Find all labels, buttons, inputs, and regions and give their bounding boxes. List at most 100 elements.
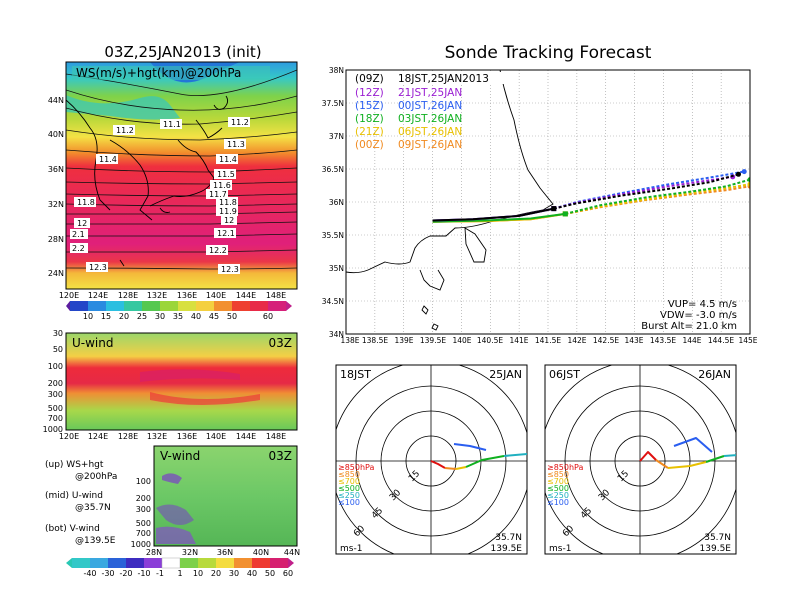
level-legend: ≤700 [547, 477, 569, 486]
uwind-panel: U-wind 03Z 30 50 100 200 300 500 700 100… [43, 329, 298, 441]
uwind-label: U-wind [72, 336, 113, 350]
contour-label: 12 [224, 216, 234, 225]
tick-label: 148E [266, 291, 286, 300]
hodo-trace-low [430, 460, 446, 469]
tick-label: 140.5E [477, 336, 503, 345]
level-legend: ≤500 [338, 484, 360, 493]
contour-label: 11.4 [219, 155, 237, 164]
hodo-trace-250 [503, 453, 527, 457]
tick-label: 138E [340, 336, 359, 345]
hodo-trace-850 [655, 459, 669, 469]
contour-label: 12 [77, 219, 87, 228]
hodo-lat: 35.7N [495, 533, 522, 543]
burst-marker [551, 206, 557, 212]
tick-label: 28N [48, 235, 64, 244]
tracking-title: Sonde Tracking Forecast [445, 43, 652, 63]
colorbar-tick: 30 [229, 569, 239, 578]
tick-label: 35N [329, 264, 344, 273]
contour-label: 11.8 [219, 198, 237, 207]
tick-label: 100 [136, 477, 151, 486]
tick-label: 50 [53, 345, 63, 354]
contour-labels: 11.1 11.2 11.2 11.3 11.4 11.4 11.5 11.6 … [70, 117, 250, 274]
legend-init: (12Z) [355, 87, 384, 99]
hodo-time: 18JST [340, 368, 371, 381]
level-legend: ≤850 [338, 470, 360, 479]
map-coastline [66, 95, 229, 267]
hodograph-2: 15 30 45 60 ≥850hPa ≤850 ≤700 ≤500 ≤250 … [544, 364, 737, 555]
tick-label: 200 [48, 379, 63, 388]
note-line: @200hPa [75, 472, 117, 482]
track-ascent-line [432, 212, 566, 223]
legend-init: (18Z) [355, 113, 384, 125]
track-descent-line [553, 175, 733, 210]
tick-label: 36N [329, 198, 344, 207]
legend-time: 00JST,26JAN [398, 100, 462, 112]
colorbar-tick: 15 [101, 312, 111, 321]
colorbar-tick: -1 [156, 569, 164, 578]
tick-label: 144.5E [708, 336, 734, 345]
tick-label: 124E [88, 291, 108, 300]
tick-label: 143.5E [650, 336, 676, 345]
tick-label: 30 [53, 329, 63, 338]
tick-label: 36N [48, 165, 64, 174]
level-legend: ≤100 [547, 498, 569, 507]
hodo-trace-low [639, 451, 657, 462]
hodo-time: 06JST [549, 368, 580, 381]
tick-label: 148E [266, 432, 286, 441]
colorbar-tick: -10 [137, 569, 150, 578]
vwind-label: V-wind [160, 449, 200, 463]
note-line: (bot) V-wind [45, 524, 100, 534]
tick-label: 37.5N [322, 99, 344, 108]
level-legend: ≤100 [338, 498, 360, 507]
legend-time: 06JST,26JAN [398, 126, 462, 138]
tick-label: 500 [48, 404, 63, 413]
hodo-trace-700 [455, 466, 467, 470]
hodo-trace-500 [705, 455, 725, 463]
colorbar-tick: 20 [119, 312, 129, 321]
legend-init: (15Z) [355, 100, 384, 112]
panel-legend-notes: (up) WS+hgt @200hPa (mid) U-wind @35.7N … [45, 460, 117, 546]
colorbar-tick: 50 [265, 569, 275, 578]
tick-label: 100 [48, 362, 63, 371]
hodo-unit: ms-1 [549, 544, 571, 554]
tick-label: 128E [118, 291, 138, 300]
tick-label: 124E [88, 432, 108, 441]
hodo-ring-labels: 15 30 45 60 [352, 469, 422, 539]
tick-label: 140E [206, 432, 226, 441]
tick-label: 200 [136, 494, 151, 503]
param-vdw: VDW= -3.0 m/s [660, 310, 737, 321]
colorbar-tick: 40 [191, 312, 201, 321]
tick-label: 144E [236, 291, 256, 300]
landing-marker [747, 181, 750, 187]
colorbar-tick: 1 [177, 569, 182, 578]
legend-init: (09Z) [355, 73, 384, 85]
param-vup: VUP= 4.5 m/s [668, 299, 737, 310]
tick-label: 145E [738, 336, 757, 345]
colorbar-tick: 20 [211, 569, 221, 578]
tick-label: 139.5E [420, 336, 446, 345]
uwind-time: 03Z [269, 336, 293, 350]
note-line: (mid) U-wind [45, 491, 103, 501]
map-overlay-label: WS(m/s)+hgt(km)@200hPa [76, 66, 241, 80]
tick-label: 32N [48, 200, 64, 209]
tick-label: 132E [147, 432, 167, 441]
tick-label: 35.5N [322, 231, 344, 240]
tick-label: 140E [206, 291, 226, 300]
contour-label: 11.2 [116, 126, 134, 135]
note-line: (up) WS+hgt [45, 460, 104, 470]
colorbar-tick: -40 [83, 569, 96, 578]
note-line: @139.5E [75, 536, 116, 546]
height-contours [66, 69, 297, 270]
colorbar-tick: 25 [137, 312, 147, 321]
ws-colorbar: 10 15 20 25 30 35 40 45 50 60 [66, 301, 292, 321]
tick-label: 34N [329, 330, 344, 339]
level-legend: ≤250 [547, 491, 569, 500]
tick-label: 24N [48, 269, 64, 278]
contour-label: 12.2 [209, 246, 227, 255]
hodo-trace-100 [673, 437, 713, 453]
legend-time: 21JST,25JAN [398, 87, 462, 99]
tick-label: 40N [48, 130, 64, 139]
hodo-trace-850 [444, 467, 457, 470]
note-line: @35.7N [75, 503, 111, 513]
colorbar-tick: 10 [193, 569, 203, 578]
